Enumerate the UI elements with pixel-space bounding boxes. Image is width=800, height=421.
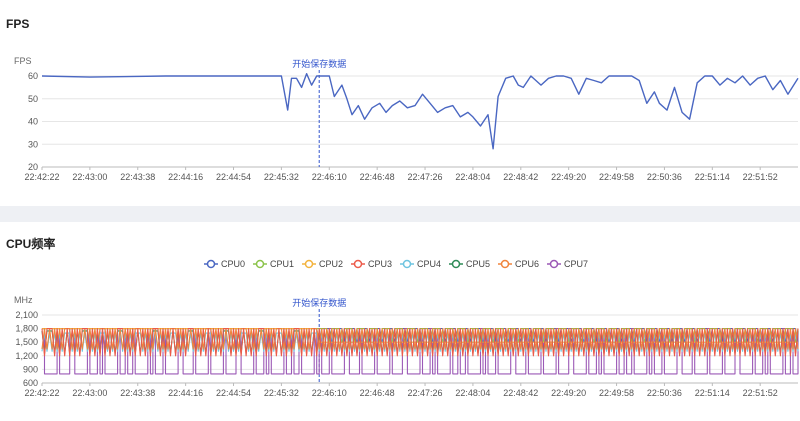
fps-y-tick-label: 20	[28, 162, 38, 172]
fps-x-tick-label: 22:44:54	[216, 172, 251, 182]
legend-swatch-circle	[451, 259, 461, 269]
cpu-series-line-cpu6	[41, 328, 799, 350]
legend-label: CPU3	[368, 259, 392, 269]
legend-label: CPU7	[564, 259, 588, 269]
cpu-y-tick-label: 2,100	[15, 310, 38, 320]
cpu-x-tick-label: 22:46:48	[360, 388, 395, 398]
legend-swatch-circle	[255, 259, 265, 269]
fps-x-tick-label: 22:45:32	[264, 172, 299, 182]
cpu-y-tick-label: 1,800	[15, 324, 38, 334]
fps-x-tick-label: 22:46:48	[360, 172, 395, 182]
cpu-y-tick-label: 1,500	[15, 337, 38, 347]
cpu-x-tick-label: 22:50:36	[647, 388, 682, 398]
fps-x-tick-label: 22:48:42	[503, 172, 538, 182]
cpu-y-axis-unit: MHz	[14, 295, 33, 305]
cpu-x-tick-label: 22:45:32	[264, 388, 299, 398]
fps-x-tick-label: 22:47:26	[408, 172, 443, 182]
cpu-x-tick-label: 22:47:26	[408, 388, 443, 398]
fps-x-tick-label: 22:49:58	[599, 172, 634, 182]
legend-swatch-circle	[206, 259, 216, 269]
cpu-x-tick-label: 22:42:22	[24, 388, 59, 398]
fps-y-tick-label: 40	[28, 117, 38, 127]
fps-x-tick-label: 22:44:16	[168, 172, 203, 182]
cpu-save-marker-label: 开始保存数据	[292, 297, 346, 308]
legend-item-cpu2[interactable]: CPU2	[302, 259, 343, 269]
legend-label: CPU4	[417, 259, 441, 269]
cpu-x-tick-label: 22:43:00	[72, 388, 107, 398]
legend-swatch-circle	[500, 259, 510, 269]
fps-x-tick-label: 22:46:10	[312, 172, 347, 182]
legend-item-cpu1[interactable]: CPU1	[253, 259, 294, 269]
cpu-x-tick-label: 22:48:04	[455, 388, 490, 398]
cpu-x-tick-label: 22:48:42	[503, 388, 538, 398]
cpu-x-tick-label: 22:44:16	[168, 388, 203, 398]
cpu-x-tick-label: 22:43:38	[120, 388, 155, 398]
fps-x-tick-label: 22:50:36	[647, 172, 682, 182]
cpu-x-tick-label: 22:44:54	[216, 388, 251, 398]
cpu-chart-title: CPU频率	[6, 237, 56, 251]
cpu-series-line-cpu7	[42, 328, 799, 375]
fps-save-marker-label: 开始保存数据	[292, 58, 346, 69]
fps-chart: 20 30 40 50 60 22:42:22 22:43:00 22:43:38 22:44:…	[14, 56, 799, 182]
legend-swatch-circle	[353, 259, 363, 269]
fps-x-tick-label: 22:49:20	[551, 172, 586, 182]
fps-x-tick-label: 22:51:52	[743, 172, 778, 182]
legend-item-cpu3[interactable]: CPU3	[351, 259, 392, 269]
fps-chart-panel: FPS 20 30 40 50 60 22:42:22 22:43:00 22:43:38 22…	[0, 0, 800, 206]
cpu-x-tick-label: 22:49:58	[599, 388, 634, 398]
fps-x-tick-label: 22:43:00	[72, 172, 107, 182]
legend-item-cpu4[interactable]: CPU4	[400, 259, 441, 269]
legend-label: CPU0	[221, 259, 245, 269]
fps-chart-title: FPS	[6, 17, 30, 31]
legend-item-cpu5[interactable]: CPU5	[449, 259, 490, 269]
cpu-x-tick-label: 22:46:10	[312, 388, 347, 398]
fps-series-line	[41, 72, 799, 150]
cpu-y-tick-label: 600	[23, 378, 38, 388]
fps-x-tick-label: 22:51:14	[695, 172, 730, 182]
fps-y-tick-label: 50	[28, 94, 38, 104]
cpu-y-tick-label: 900	[23, 364, 38, 374]
legend-label: CPU5	[466, 259, 490, 269]
legend-label: CPU6	[515, 259, 539, 269]
fps-y-tick-label: 60	[28, 71, 38, 81]
cpu-series-line-cpu3	[41, 328, 799, 357]
cpu-series-line-cpu4	[41, 332, 799, 352]
cpu-x-tick-label: 22:51:14	[695, 388, 730, 398]
fps-x-tick-label: 22:42:22	[24, 172, 59, 182]
fps-x-tick-label: 22:48:04	[455, 172, 490, 182]
cpu-x-tick-label: 22:49:20	[551, 388, 586, 398]
legend-label: CPU2	[319, 259, 343, 269]
cpu-y-tick-label: 1,200	[15, 351, 38, 361]
cpu-frequency-chart-panel: CPU频率 600 900 1,200 1,500 1,800 2,100 22:42:22…	[0, 222, 800, 421]
legend-item-cpu0[interactable]: CPU0	[204, 259, 245, 269]
legend-item-cpu7[interactable]: CPU7	[547, 259, 588, 269]
legend-swatch-circle	[402, 259, 412, 269]
fps-y-axis-unit: FPS	[14, 56, 32, 66]
legend-swatch-circle	[549, 259, 559, 269]
legend-label: CPU1	[270, 259, 294, 269]
fps-y-tick-label: 30	[28, 139, 38, 149]
cpu-frequency-chart: 600 900 1,200 1,500 1,800 2,100 22:42:22 22:43:…	[14, 259, 799, 398]
cpu-x-tick-label: 22:51:52	[743, 388, 778, 398]
legend-swatch-circle	[304, 259, 314, 269]
legend-item-cpu6[interactable]: CPU6	[498, 259, 539, 269]
fps-x-tick-label: 22:43:38	[120, 172, 155, 182]
